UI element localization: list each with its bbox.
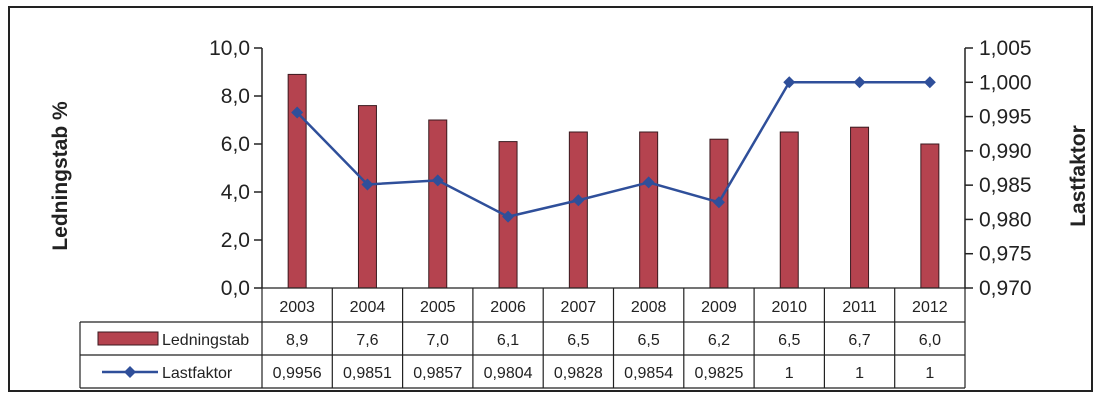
- ledningstab-value: 7,6: [356, 332, 378, 349]
- y2-axis-title: Lastfaktor: [1067, 125, 1090, 227]
- bar: [779, 131, 799, 289]
- bar: [357, 105, 377, 289]
- lastfaktor-value: 0,9851: [343, 365, 392, 382]
- lastfaktor-value: 1: [785, 365, 794, 382]
- lastfaktor-point: [291, 106, 304, 119]
- category-label: 2009: [701, 299, 737, 316]
- y-tick-label: 4,0: [221, 181, 250, 204]
- y2-tick-label: 0,975: [979, 243, 1032, 266]
- category-label: 2011: [842, 299, 877, 316]
- ledningstab-value: 6,5: [567, 332, 589, 349]
- lastfaktor-value: 0,9956: [273, 365, 322, 382]
- ledningstab-value: 7,0: [427, 332, 449, 349]
- category-label: 2007: [561, 299, 597, 316]
- bar: [709, 138, 729, 289]
- category-label: 2006: [490, 299, 526, 316]
- lastfaktor-value: 0,9828: [554, 365, 603, 382]
- bar: [287, 73, 307, 289]
- y-tick-label: 2,0: [221, 229, 250, 252]
- y2-tick-label: 0,985: [979, 174, 1032, 197]
- chart-frame: 0,0 2,0 4,0 6,0 8,0 10,0 0,970 0,975 0,980 0,985 0…: [8, 6, 1093, 392]
- lastfaktor-point: [712, 196, 725, 209]
- y-tick-label: 6,0: [221, 133, 250, 156]
- y-tick-label: 0,0: [221, 277, 250, 300]
- category-label: 2012: [912, 299, 948, 316]
- bar: [639, 131, 659, 289]
- lastfaktor-point: [572, 194, 585, 207]
- y2-tick-label: 0,990: [979, 140, 1032, 163]
- legend-ledningstab-label: Ledningstab: [162, 332, 249, 349]
- legend-lastfaktor-label: Lastfaktor: [162, 365, 233, 382]
- category-label: 2010: [771, 299, 807, 316]
- lastfaktor-value: 0,9857: [413, 365, 462, 382]
- lastfaktor-point: [923, 76, 936, 89]
- legend-line-marker: [124, 366, 136, 378]
- lastfaktor-value: 0,9854: [624, 365, 673, 382]
- ledningstab-value: 6,7: [848, 332, 870, 349]
- lastfaktor-line: [296, 81, 930, 219]
- lastfaktor-value: 1: [925, 365, 934, 382]
- y-tick-label: 8,0: [221, 85, 250, 108]
- lastfaktor-point: [853, 76, 866, 89]
- category-label: 2004: [350, 299, 386, 316]
- y2-tick-label: 0,980: [979, 208, 1032, 231]
- category-label: 2008: [631, 299, 667, 316]
- lastfaktor-value: 0,9804: [484, 365, 533, 382]
- y-axis-title: Ledningstab %: [49, 101, 72, 251]
- ledningstab-value: 6,5: [638, 332, 660, 349]
- bar: [850, 126, 870, 289]
- bar: [428, 119, 448, 289]
- bar: [920, 143, 940, 289]
- chart-svg: 0,0 2,0 4,0 6,0 8,0 10,0 0,970 0,975 0,980 0,985 0…: [49, 37, 1090, 389]
- lastfaktor-point: [642, 176, 655, 189]
- ledningstab-value: 6,5: [778, 332, 800, 349]
- ledningstab-value: 8,9: [286, 332, 308, 349]
- lastfaktor-point: [502, 210, 515, 223]
- legend-bar-swatch: [97, 331, 159, 346]
- y2-tick-label: 0,995: [979, 106, 1032, 129]
- y2-tick-label: 1,000: [979, 71, 1032, 94]
- y2-tick-label: 0,970: [979, 277, 1032, 300]
- category-label: 2005: [420, 299, 456, 316]
- ledningstab-value: 6,0: [919, 332, 941, 349]
- category-label: 2003: [279, 299, 315, 316]
- lastfaktor-value: 1: [855, 365, 864, 382]
- lastfaktor-value: 0,9825: [694, 365, 743, 382]
- y2-tick-label: 1,005: [979, 37, 1032, 60]
- y-tick-label: 10,0: [209, 37, 250, 60]
- bar: [568, 131, 588, 289]
- ledningstab-value: 6,1: [497, 332, 519, 349]
- lastfaktor-point: [431, 174, 444, 187]
- ledningstab-value: 6,2: [708, 332, 730, 349]
- lastfaktor-point: [361, 178, 374, 191]
- lastfaktor-point: [783, 76, 796, 89]
